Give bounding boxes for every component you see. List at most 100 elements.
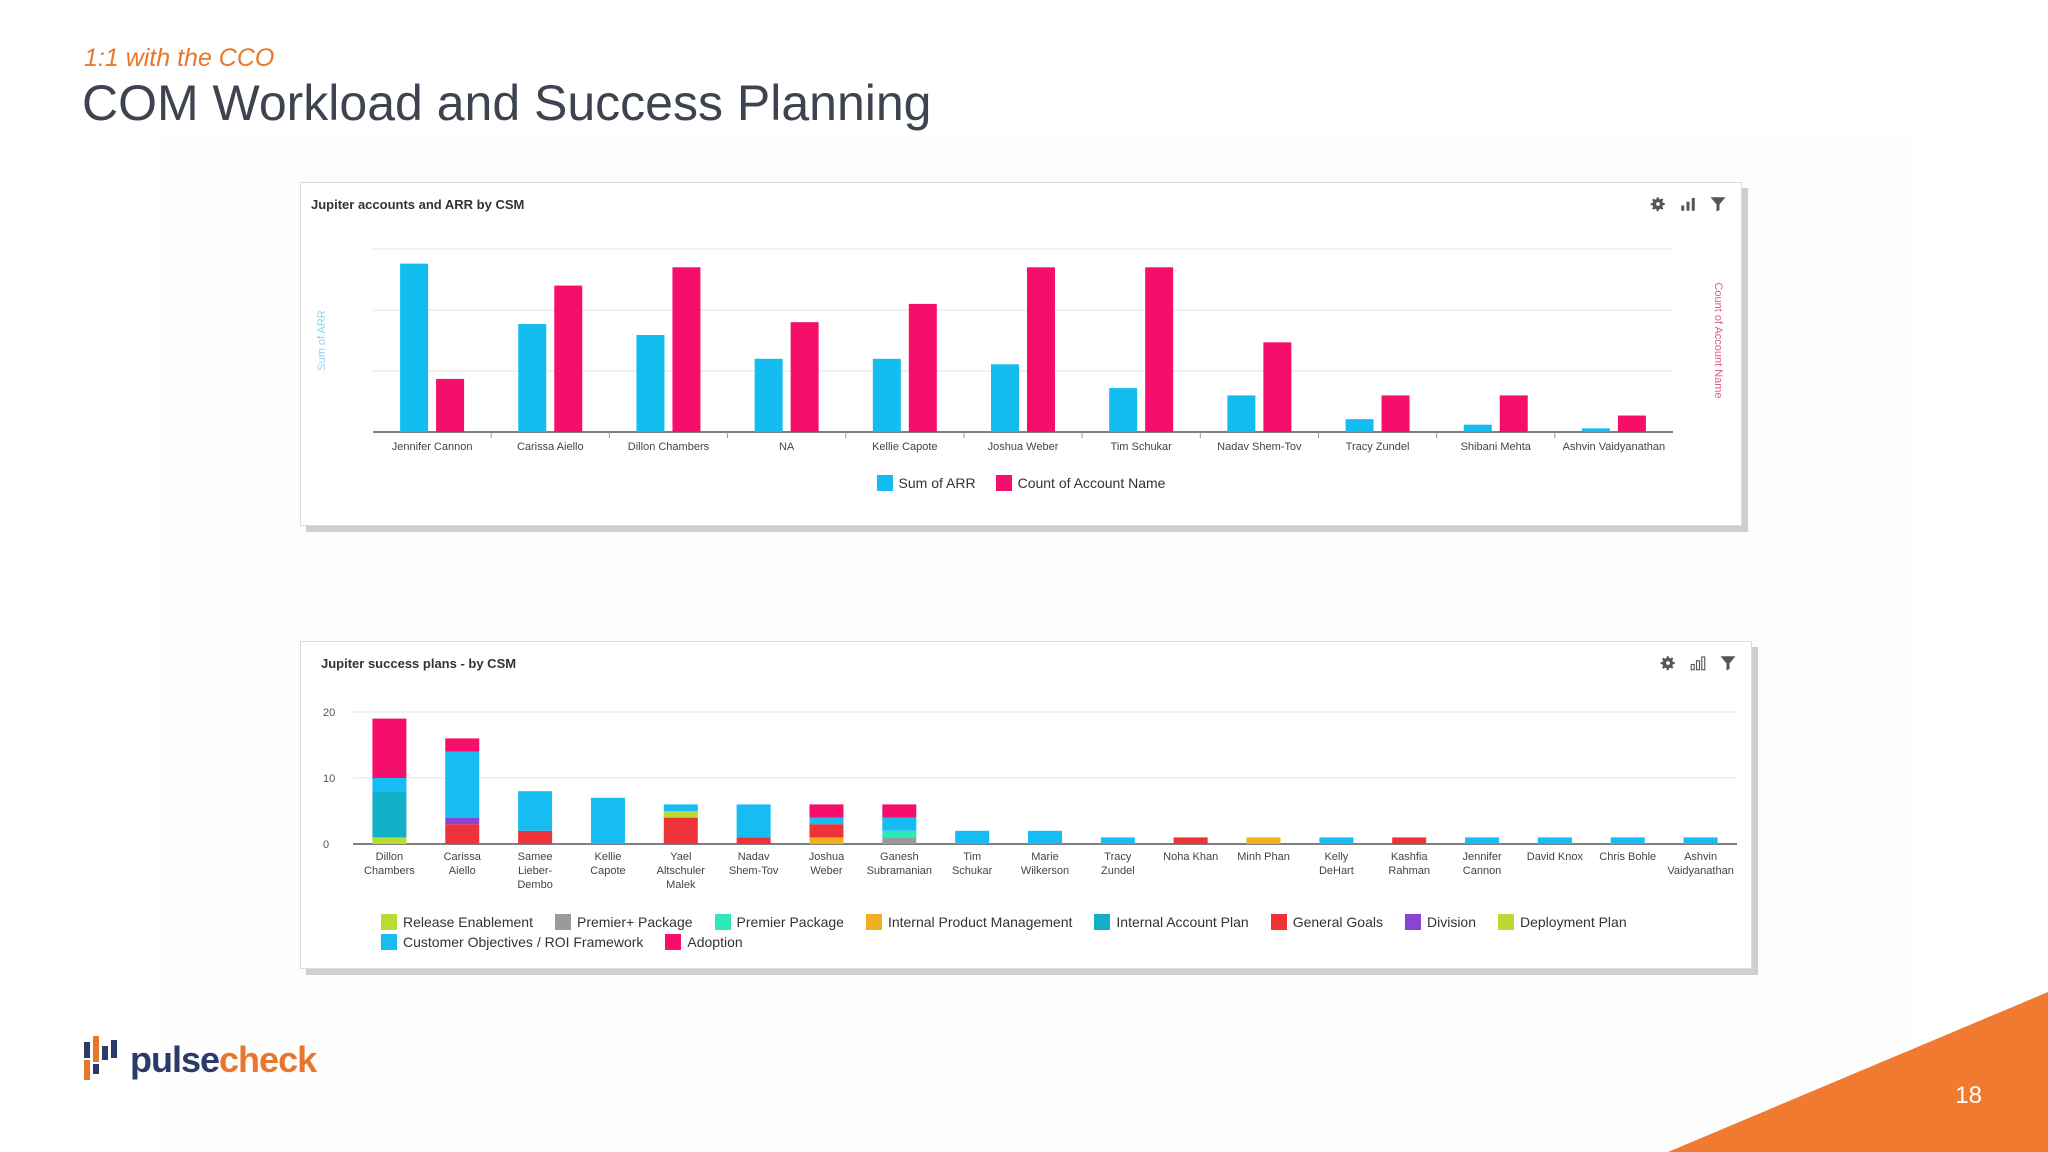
x-tick-label: Lieber-	[518, 865, 553, 877]
bar-segment	[809, 837, 844, 844]
bar-segment	[809, 817, 844, 825]
success-plans-chart-card: Jupiter success plans - by CSM 0 10 20 Dill…	[300, 641, 1752, 969]
x-tick-label: Noha Khan	[1163, 851, 1218, 863]
bar-segment	[736, 837, 771, 844]
x-tick-label: Zundel	[1101, 865, 1135, 877]
x-tick-label: Altschuler	[657, 865, 706, 877]
y-tick-label: 10	[323, 773, 335, 785]
legend-swatch	[381, 914, 397, 930]
legend-item[interactable]: Internal Product Management	[865, 914, 1072, 930]
bar-chart-icon[interactable]	[1679, 195, 1697, 213]
bar-segment	[736, 804, 771, 838]
x-tick-label: Ashvin Vaidyanathan	[1563, 441, 1666, 453]
legend-swatch	[381, 934, 397, 950]
x-tick-label: Tracy Zundel	[1346, 441, 1410, 453]
bar-segment	[1319, 837, 1354, 844]
x-tick-label: Weber	[810, 865, 843, 877]
legend-item[interactable]: Release Enablement	[381, 914, 533, 930]
stacked-bar-chart-icon[interactable]	[1689, 654, 1707, 672]
x-tick-label: Carissa	[444, 851, 482, 863]
legend-swatch	[865, 914, 882, 930]
legend-item[interactable]: Customer Objectives / ROI Framework	[381, 934, 643, 950]
legend-label: Customer Objectives / ROI Framework	[403, 934, 644, 950]
bar-segment	[1392, 837, 1427, 844]
x-tick-label: Dembo	[517, 879, 552, 891]
bar	[1027, 267, 1055, 432]
x-tick-label: Kelly	[1324, 851, 1348, 863]
bar-segment	[1610, 837, 1645, 844]
legend-item[interactable]: Division	[1404, 914, 1476, 930]
arr-chart-plot: Sum of ARR Count of Account Name Jennifer …	[316, 248, 1724, 453]
x-tick-label: Ashvin	[1684, 851, 1717, 863]
bar-segment	[663, 817, 698, 844]
legend-label: General Goals	[1292, 914, 1383, 930]
x-tick-label: Tracy	[1104, 851, 1132, 863]
x-tick-label: Cannon	[1463, 865, 1502, 877]
page-number: 18	[1955, 1082, 1982, 1109]
bar-segment	[1246, 837, 1281, 844]
bar	[672, 267, 701, 432]
chart-title: Jupiter success plans - by CSM	[321, 656, 517, 671]
chart-toolbar	[1659, 654, 1737, 672]
pulsecheck-logo: pulsecheck	[82, 1036, 317, 1084]
bar	[1381, 395, 1410, 432]
legend-item[interactable]: Adoption	[665, 934, 743, 950]
x-tick-label: Jennifer Cannon	[392, 441, 473, 453]
bar-segment	[1100, 837, 1135, 844]
bar-segment	[1683, 837, 1718, 844]
legend-label: Adoption	[687, 934, 743, 950]
gear-icon[interactable]	[1659, 654, 1677, 672]
y-axis-label: Sum of ARR	[316, 310, 328, 371]
legend-label: Deployment Plan	[1520, 914, 1627, 930]
bar	[991, 364, 1019, 432]
x-tick-label: Dillon	[376, 851, 404, 863]
filter-icon[interactable]	[1709, 195, 1727, 213]
x-tick-label: Marie	[1031, 851, 1059, 863]
x-tick-label: Chris Bohle	[1599, 851, 1656, 863]
legend-label: Division	[1426, 914, 1476, 930]
legend-item[interactable]: General Goals	[1270, 914, 1383, 930]
gear-icon[interactable]	[1649, 195, 1667, 213]
x-tick-label: Samee	[518, 851, 553, 863]
chart-legend: Sum of ARR Count of Account Name	[301, 475, 1741, 491]
x-tick-label: Joshua Weber	[988, 441, 1059, 453]
bar	[1581, 428, 1610, 432]
bar-segment	[1465, 837, 1500, 844]
bar-segment	[663, 811, 698, 818]
bar-segment	[445, 824, 480, 844]
legend-item[interactable]: Premier Package	[714, 914, 844, 930]
filter-icon[interactable]	[1719, 654, 1737, 672]
legend-label: Release Enablement	[403, 914, 533, 930]
slide-subtitle: 1:1 with the CCO	[84, 44, 275, 72]
legend-swatch	[665, 934, 682, 950]
bar-segment	[372, 791, 407, 838]
legend-swatch	[714, 914, 731, 930]
bar-segment	[372, 778, 407, 792]
bar	[1109, 388, 1138, 432]
bar	[518, 324, 547, 432]
arr-chart-card: Jupiter accounts and ARR by CSM Sum of A…	[300, 182, 1742, 526]
bar-segment	[445, 751, 480, 818]
legend-swatch	[1404, 914, 1421, 930]
bar	[908, 303, 937, 432]
legend-label: Premier+ Package	[576, 914, 693, 930]
bar-segment	[809, 804, 844, 818]
legend-item[interactable]: Internal Account Plan	[1094, 914, 1249, 930]
x-tick-label: Carissa Aiello	[517, 441, 584, 453]
x-tick-label: Vaidyanathan	[1667, 865, 1733, 877]
bar-segment	[882, 830, 917, 838]
slide-title: COM Workload and Success Planning	[82, 75, 932, 131]
legend-item[interactable]: Deployment Plan	[1498, 914, 1627, 930]
bar	[1263, 342, 1292, 432]
legend-item[interactable]: Count of Account Name	[995, 475, 1165, 491]
x-tick-label: Tim Schukar	[1111, 441, 1173, 453]
bar	[1345, 419, 1374, 432]
bar-segment	[445, 817, 480, 825]
chart-toolbar	[1649, 195, 1727, 213]
legend-item[interactable]: Premier+ Package	[554, 914, 693, 930]
success-plans-chart-plot: 0 10 20 Dillon Chambers Carissa Aiello Samee Lie…	[323, 707, 1737, 891]
bar-segment	[809, 824, 844, 838]
legend-item[interactable]: Sum of ARR	[876, 475, 976, 491]
legend-label: Internal Account Plan	[1116, 914, 1249, 930]
bar-segment	[518, 830, 553, 844]
